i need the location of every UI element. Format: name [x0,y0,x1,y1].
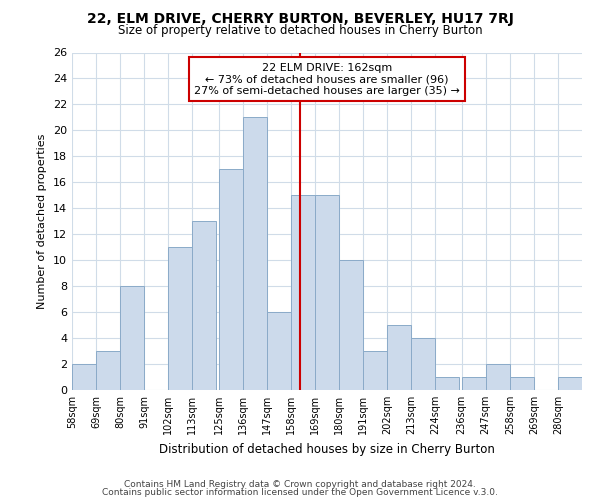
Bar [339,260,363,390]
Bar [315,196,339,390]
Text: Contains HM Land Registry data © Crown copyright and database right 2024.: Contains HM Land Registry data © Crown c… [124,480,476,489]
X-axis label: Distribution of detached houses by size in Cherry Burton: Distribution of detached houses by size … [159,442,495,456]
Bar [436,377,460,390]
Bar [411,338,436,390]
Bar [291,196,315,390]
Bar [169,247,193,390]
Text: 22, ELM DRIVE, CHERRY BURTON, BEVERLEY, HU17 7RJ: 22, ELM DRIVE, CHERRY BURTON, BEVERLEY, … [86,12,514,26]
Bar [510,377,534,390]
Bar [96,351,120,390]
Bar [120,286,144,390]
Bar [363,351,387,390]
Bar [218,170,243,390]
Bar [387,325,411,390]
Text: 22 ELM DRIVE: 162sqm
← 73% of detached houses are smaller (96)
27% of semi-detac: 22 ELM DRIVE: 162sqm ← 73% of detached h… [194,62,460,96]
Bar [267,312,291,390]
Bar [243,118,267,390]
Text: Contains public sector information licensed under the Open Government Licence v.: Contains public sector information licen… [102,488,498,497]
Text: Size of property relative to detached houses in Cherry Burton: Size of property relative to detached ho… [118,24,482,37]
Bar [193,221,217,390]
Bar [72,364,96,390]
Y-axis label: Number of detached properties: Number of detached properties [37,134,47,309]
Bar [558,377,582,390]
Bar [485,364,510,390]
Bar [461,377,485,390]
